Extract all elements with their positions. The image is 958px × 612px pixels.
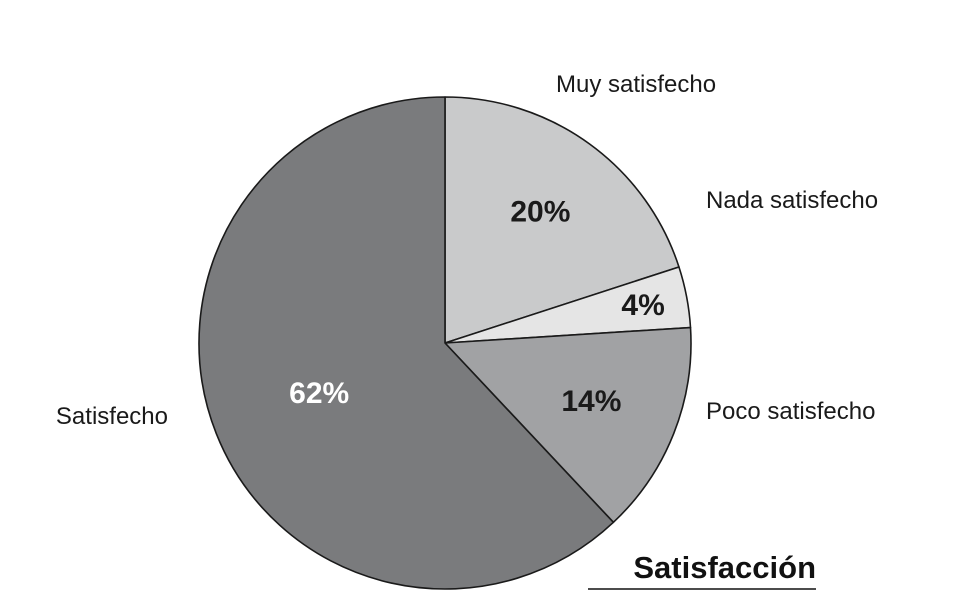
pie-slice-muy-satisfecho [444, 96, 680, 344]
pct-label-satisfecho: 62% [289, 377, 349, 410]
pct-label-nada-satisfecho: 4% [621, 289, 664, 322]
category-label-satisfecho: Satisfecho [56, 403, 168, 430]
category-labels: Muy satisfecho Nada satisfecho Poco satisf… [56, 71, 878, 430]
pie-slices [198, 96, 692, 590]
category-label-poco-satisfecho: Poco satisfecho [706, 398, 875, 425]
category-label-muy-satisfecho: Muy satisfecho [556, 71, 716, 98]
pie-slice-poco-satisfecho [444, 326, 692, 524]
percentage-labels: 20% 4% 14% 62% [289, 196, 665, 418]
pct-label-poco-satisfecho: 14% [561, 385, 621, 418]
pct-label-muy-satisfecho: 20% [510, 196, 570, 229]
chart-title: Satisfacción [633, 550, 816, 585]
pie-slice-satisfecho [198, 96, 615, 590]
category-label-nada-satisfecho: Nada satisfecho [706, 187, 878, 214]
